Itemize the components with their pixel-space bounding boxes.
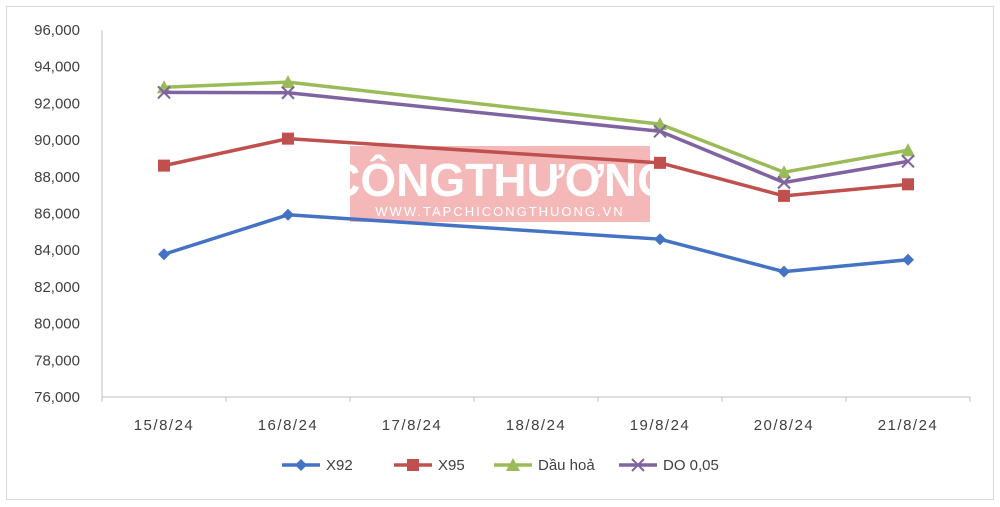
watermark-title: CÔNGTHƯƠNG	[327, 154, 673, 206]
legend-label: X92	[326, 457, 353, 474]
data-point	[778, 189, 790, 202]
series-x92	[158, 208, 914, 278]
data-point	[654, 233, 666, 246]
x-tick-label: 21/8/24	[878, 417, 939, 434]
y-tick-label: 90,000	[34, 132, 80, 149]
data-point	[653, 124, 667, 138]
watermark-subtitle: WWW.TAPCHICONGTHUONG.VN	[375, 204, 624, 219]
series-x95	[158, 132, 914, 202]
legend-entry: DO 0,05	[619, 457, 719, 474]
data-point	[902, 253, 914, 266]
data-point-stroke	[901, 154, 915, 169]
data-point	[506, 458, 520, 471]
y-tick-label: 84,000	[34, 242, 80, 259]
x-tick-label: 20/8/24	[754, 417, 815, 434]
data-point	[407, 459, 419, 471]
data-point	[158, 248, 170, 261]
data-point	[777, 165, 791, 179]
series-line	[163, 213, 909, 274]
legend-label: Dầu hoả	[538, 457, 595, 474]
data-point	[281, 75, 295, 89]
x-tick-label: 19/8/24	[630, 417, 691, 434]
series-layer	[157, 75, 915, 278]
data-point-stroke	[653, 124, 667, 138]
data-point	[158, 159, 170, 172]
y-tick-label: 78,000	[34, 352, 80, 369]
chart-legend: X92 X95 Dầu hoả DO 0,05	[282, 457, 719, 474]
y-tick-label: 76,000	[34, 389, 80, 406]
x-tick-label: 17/8/24	[382, 417, 443, 434]
legend-entry: X92	[282, 457, 353, 474]
data-point-stroke	[777, 175, 791, 190]
y-tick-label: 92,000	[34, 95, 80, 112]
data-point	[282, 132, 294, 145]
watermark-logo: CÔNGTHƯƠNG WWW.TAPCHICONGTHUONG.VN	[327, 146, 673, 222]
data-point	[901, 143, 915, 157]
data-point-stroke	[631, 458, 645, 472]
x-tick-label: 18/8/24	[506, 417, 567, 434]
data-point	[902, 178, 914, 191]
y-tick-label: 94,000	[34, 59, 80, 76]
data-point	[901, 154, 915, 169]
data-point	[282, 208, 294, 221]
legend-label: DO 0,05	[663, 457, 719, 474]
x-tick-label: 15/8/24	[134, 417, 195, 434]
data-point	[157, 85, 171, 100]
data-point	[631, 458, 645, 472]
data-point-stroke	[157, 85, 171, 100]
series-do-0-05	[157, 85, 915, 190]
data-point	[777, 175, 791, 190]
data-point	[281, 86, 295, 100]
legend-label: X95	[438, 457, 465, 474]
y-tick-label: 82,000	[34, 279, 80, 296]
legend-entry: Dầu hoả	[494, 457, 595, 474]
y-tick-label: 86,000	[34, 206, 80, 223]
chart-axes: 76,000 78,000 80,000 82,000 84,000 86,000 88,0…	[34, 22, 971, 434]
data-point-stroke	[281, 86, 295, 100]
data-point	[778, 265, 790, 278]
data-point	[295, 459, 307, 471]
y-tick-label: 80,000	[34, 316, 80, 333]
legend-entry: X95	[394, 457, 465, 474]
y-tick-label: 96,000	[34, 22, 80, 39]
y-tick-label: 88,000	[34, 169, 80, 186]
x-tick-label: 16/8/24	[258, 417, 319, 434]
data-point	[654, 156, 666, 169]
